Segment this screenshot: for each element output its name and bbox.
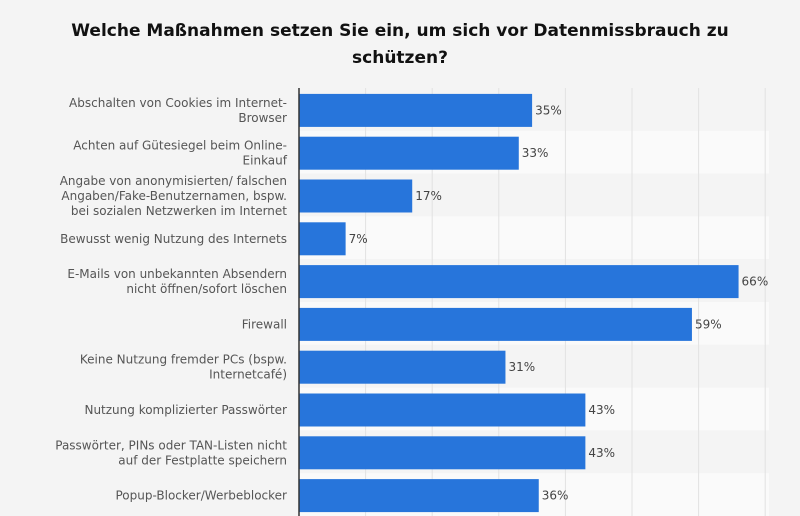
category-label: nicht öffnen/sofort löschen bbox=[126, 282, 287, 296]
chart-title: Welche Maßnahmen setzen Sie ein, um sich… bbox=[71, 21, 729, 68]
bar bbox=[299, 93, 533, 127]
row-band bbox=[299, 216, 769, 260]
category-label: Keine Nutzung fremder PCs (bspw. bbox=[80, 353, 287, 367]
category-label: Firewall bbox=[242, 317, 287, 331]
category-label: Bewusst wenig Nutzung des Internets bbox=[60, 232, 287, 246]
bar bbox=[299, 179, 413, 213]
bar bbox=[299, 479, 539, 513]
category-label: Angabe von anonymisierten/ falschen bbox=[60, 174, 287, 188]
bar bbox=[299, 222, 346, 256]
category-label: auf der Festplatte speichern bbox=[118, 453, 287, 467]
category-label: Einkauf bbox=[243, 154, 288, 168]
category-label: Browser bbox=[238, 111, 287, 125]
data-label: 43% bbox=[588, 403, 615, 417]
category-label: bei sozialen Netzwerken im Internet bbox=[71, 204, 287, 218]
category-label: Achten auf Gütesiegel beim Online- bbox=[73, 139, 287, 153]
category-label: Passwörter, PINs oder TAN-Listen nicht bbox=[55, 438, 287, 452]
data-label: 59% bbox=[695, 317, 722, 331]
category-label: Internetcafé) bbox=[209, 368, 287, 382]
data-label: 36% bbox=[542, 489, 569, 503]
category-label: Popup-Blocker/Werbeblocker bbox=[116, 489, 288, 503]
bar bbox=[299, 136, 519, 170]
bar bbox=[299, 436, 586, 470]
category-label: Abschalten von Cookies im Internet- bbox=[69, 96, 287, 110]
data-label: 66% bbox=[742, 275, 769, 289]
data-label: 31% bbox=[508, 360, 535, 374]
data-label: 35% bbox=[535, 103, 562, 117]
data-label: 33% bbox=[522, 146, 549, 160]
data-label: 7% bbox=[349, 232, 368, 246]
bar bbox=[299, 307, 692, 341]
bar bbox=[299, 265, 739, 299]
category-label: Angaben/Fake-Benutzernamen, bspw. bbox=[61, 189, 287, 203]
bar bbox=[299, 350, 506, 384]
category-label: Nutzung komplizierter Passwörter bbox=[84, 403, 287, 417]
category-label: E-Mails von unbekannten Absendern bbox=[67, 267, 287, 281]
data-label: 43% bbox=[588, 446, 615, 460]
bar bbox=[299, 393, 586, 427]
data-label: 17% bbox=[415, 189, 442, 203]
